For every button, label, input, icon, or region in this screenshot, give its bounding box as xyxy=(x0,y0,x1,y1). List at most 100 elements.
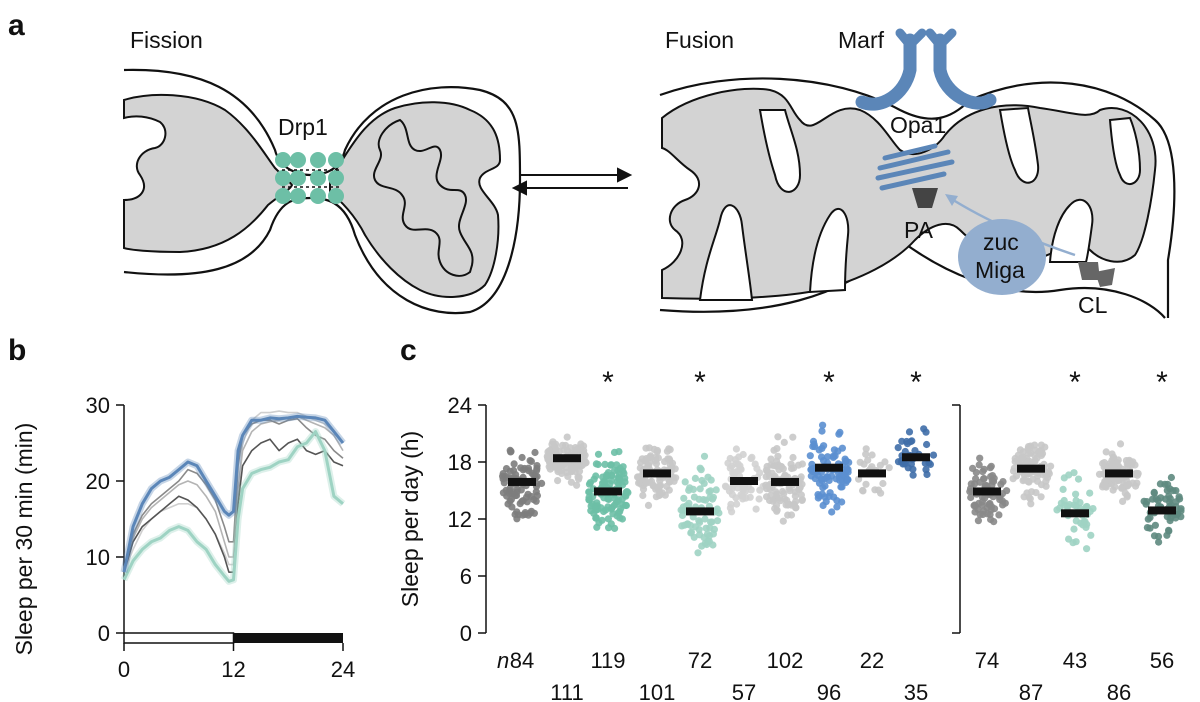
x-tick-label: 0 xyxy=(118,657,130,682)
data-point xyxy=(726,504,735,512)
data-point xyxy=(695,526,703,534)
data-point xyxy=(788,464,796,473)
drp1-subunit xyxy=(290,152,306,168)
data-point xyxy=(767,491,775,499)
drp1-subunit xyxy=(310,170,326,186)
data-point xyxy=(594,460,602,469)
data-point xyxy=(920,425,928,433)
data-point xyxy=(969,464,977,472)
data-point xyxy=(818,476,826,484)
data-point xyxy=(1010,464,1019,472)
data-point xyxy=(585,493,593,502)
data-point xyxy=(772,501,781,509)
data-point xyxy=(1041,443,1049,451)
data-point xyxy=(909,471,917,479)
data-point xyxy=(1020,493,1028,501)
data-point xyxy=(821,482,829,490)
miga-label: Miga xyxy=(975,257,1025,283)
data-point xyxy=(983,510,991,518)
data-point xyxy=(670,477,678,485)
mean-bar xyxy=(858,469,886,478)
group-n-label: 35 xyxy=(904,680,928,702)
data-point xyxy=(731,456,739,464)
data-point xyxy=(929,451,938,459)
drp1-subunit xyxy=(328,170,344,186)
data-point xyxy=(862,450,870,458)
x-tick-label: 12 xyxy=(221,657,245,682)
marf-label: Marf xyxy=(838,27,885,53)
data-point xyxy=(694,549,702,557)
data-point xyxy=(622,488,630,496)
data-point xyxy=(701,515,709,523)
opa1-label: Opa1 xyxy=(890,112,946,138)
data-point xyxy=(825,492,833,501)
data-point xyxy=(905,428,914,436)
data-point xyxy=(645,462,653,470)
data-point xyxy=(770,462,778,470)
data-point xyxy=(967,493,975,502)
data-point xyxy=(654,454,663,462)
data-point xyxy=(1110,462,1118,470)
data-point xyxy=(607,461,615,469)
data-point xyxy=(976,478,984,486)
data-point xyxy=(773,490,781,498)
data-point xyxy=(748,453,756,461)
data-point xyxy=(1042,477,1050,485)
data-point xyxy=(1070,525,1078,533)
data-point xyxy=(650,481,658,490)
data-point xyxy=(610,467,619,475)
data-point xyxy=(639,485,648,493)
y-tick-label: 20 xyxy=(86,469,110,494)
data-point xyxy=(689,485,698,493)
data-point xyxy=(533,464,541,472)
data-point xyxy=(567,478,576,486)
data-point xyxy=(607,505,616,513)
data-point xyxy=(810,440,818,448)
data-point xyxy=(787,511,796,519)
data-point xyxy=(500,479,508,487)
data-point xyxy=(1060,496,1068,505)
data-point xyxy=(592,472,600,480)
series-line xyxy=(123,417,344,569)
data-point xyxy=(544,453,552,461)
group-n-label: 101 xyxy=(639,680,676,702)
data-point xyxy=(999,478,1007,486)
data-point xyxy=(680,494,688,502)
data-point xyxy=(700,452,709,460)
data-point xyxy=(1016,446,1024,454)
data-point xyxy=(1065,471,1073,479)
data-point xyxy=(1144,515,1152,523)
dark-period-bar xyxy=(233,633,343,643)
data-point xyxy=(856,458,864,466)
data-point xyxy=(833,503,841,511)
series-line xyxy=(122,430,344,583)
drp1-subunit xyxy=(328,152,344,168)
fission-left-matrix xyxy=(123,93,294,254)
data-point xyxy=(665,455,673,463)
data-point xyxy=(728,485,736,493)
data-point xyxy=(967,485,975,493)
data-point xyxy=(1151,521,1159,529)
data-point xyxy=(707,476,715,484)
data-point xyxy=(518,453,526,462)
data-point xyxy=(990,474,998,482)
data-point xyxy=(678,522,686,530)
data-point xyxy=(1118,484,1126,492)
significance-star: * xyxy=(823,366,835,399)
data-point xyxy=(975,461,983,469)
data-point xyxy=(613,497,622,505)
series-line xyxy=(123,415,344,573)
data-point xyxy=(1109,486,1117,494)
significance-star: * xyxy=(694,366,706,399)
data-point xyxy=(709,530,718,538)
data-point xyxy=(585,480,594,488)
data-point xyxy=(666,461,674,469)
data-point xyxy=(1072,502,1080,510)
data-point xyxy=(1177,507,1185,515)
data-point xyxy=(773,445,781,453)
drp1-subunit xyxy=(310,152,326,168)
data-point xyxy=(986,464,994,472)
data-point xyxy=(879,479,887,488)
data-point xyxy=(642,479,650,487)
data-point xyxy=(592,514,600,522)
